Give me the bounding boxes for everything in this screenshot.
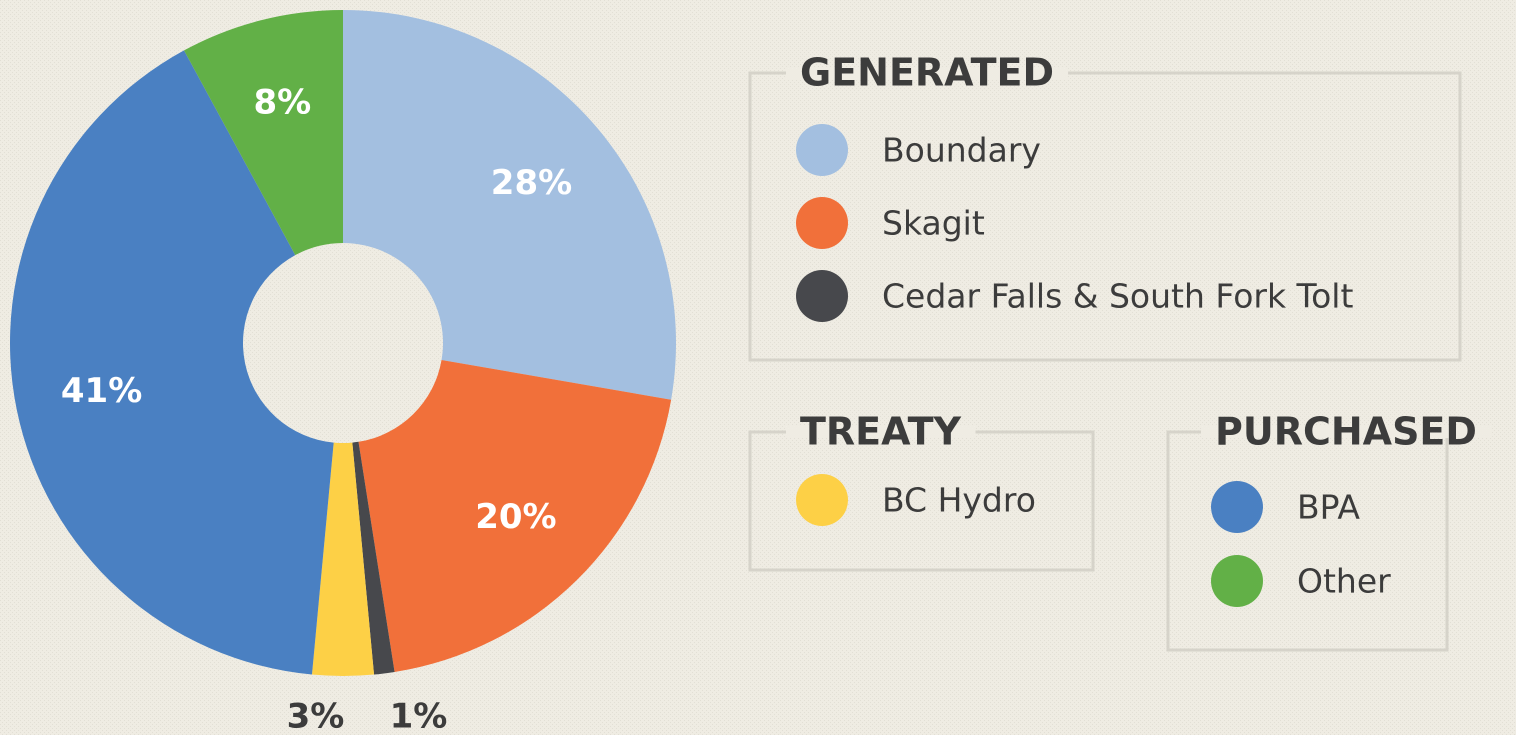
legend-swatch — [796, 474, 848, 526]
pie-slice — [184, 9, 343, 256]
pie-slice — [352, 441, 395, 675]
slice-label: 28% — [491, 163, 572, 203]
legend-swatch — [1211, 555, 1263, 607]
legend-swatch — [796, 197, 848, 249]
legend-swatch — [1211, 481, 1263, 533]
legend-title-bg — [786, 67, 1069, 79]
slice-label: 8% — [253, 83, 311, 123]
slice-label: 1% — [390, 697, 448, 735]
slice-label: 20% — [475, 497, 556, 537]
legend-swatch — [796, 270, 848, 322]
legend-swatch — [796, 124, 848, 176]
legend-label: Boundary — [882, 131, 1041, 170]
legend-label: BPA — [1297, 488, 1360, 527]
legend-label: BC Hydro — [882, 481, 1036, 520]
legend-title-bg — [786, 426, 976, 438]
pie-slice — [10, 50, 334, 675]
legend-box — [748, 71, 1462, 362]
legend-label: Cedar Falls & South Fork Tolt — [882, 277, 1353, 316]
legend-label: Skagit — [882, 204, 985, 243]
slice-label: 41% — [61, 371, 142, 411]
legend-label: Other — [1297, 562, 1391, 601]
legend-title-bg — [1201, 426, 1491, 438]
legend-group-title: TREATY — [800, 410, 962, 454]
legend-group-title: PURCHASED — [1215, 410, 1477, 454]
legend-group-title: GENERATED — [800, 51, 1054, 95]
pie-slice — [343, 10, 676, 400]
pie-slice — [358, 360, 672, 672]
pie-slice — [311, 442, 375, 676]
slice-label: 3% — [287, 697, 345, 735]
